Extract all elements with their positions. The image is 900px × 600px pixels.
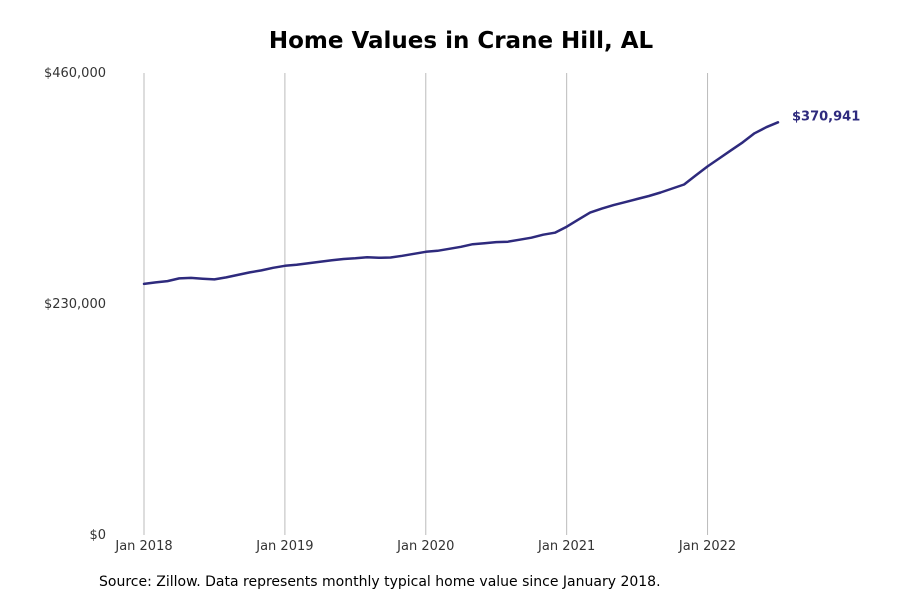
x-axis-ticks: Jan 2018 Jan 2019 Jan 2020 Jan 2021 Jan 2022 bbox=[114, 539, 736, 554]
y-axis-ticks: $0 $230,000 $460,000 bbox=[44, 66, 106, 543]
chart-title: Home Values in Crane Hill, AL bbox=[268, 28, 654, 54]
y-tick-label: $230,000 bbox=[44, 297, 106, 312]
end-value-label: $370,941 bbox=[792, 109, 860, 124]
y-tick-label: $460,000 bbox=[44, 66, 106, 81]
source-note: Source: Zillow. Data represents monthly … bbox=[99, 574, 661, 590]
x-tick-label: Jan 2020 bbox=[396, 539, 454, 554]
x-tick-label: Jan 2019 bbox=[255, 539, 313, 554]
x-tick-label: Jan 2022 bbox=[678, 539, 736, 554]
x-tick-label: Jan 2018 bbox=[114, 539, 172, 554]
x-tick-label: Jan 2021 bbox=[537, 539, 595, 554]
series-line-home-value bbox=[142, 121, 780, 286]
gridlines bbox=[143, 73, 709, 535]
y-tick-label: $0 bbox=[89, 528, 106, 543]
